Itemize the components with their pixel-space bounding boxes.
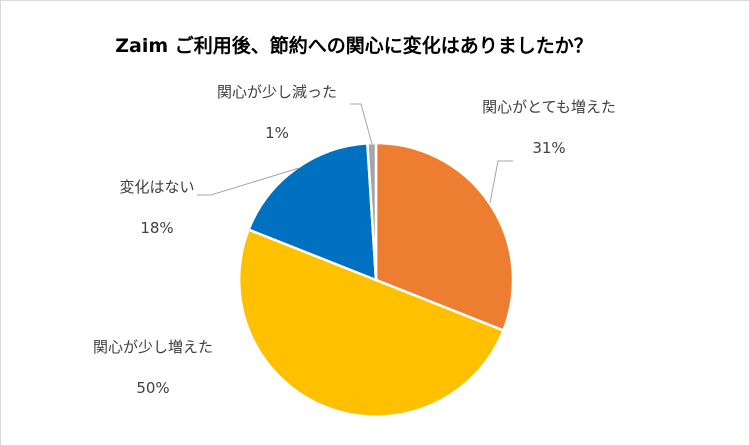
slice-labels: 関心がとても増えた 31% 関心が少し増えた 50% 変化はない 18% 関心が少し減った 1… <box>93 83 616 397</box>
slice-value-label: 50% <box>136 379 169 397</box>
leader-line <box>350 103 373 145</box>
slice-value-label: 1% <box>265 124 289 142</box>
pie-slice <box>374 141 515 332</box>
slice-value-label: 18% <box>140 219 173 237</box>
leader-line <box>197 167 300 196</box>
leader-lines <box>197 103 513 204</box>
pie-slices <box>237 141 515 418</box>
pie-slice <box>237 228 505 418</box>
slice-label: 関心が少し増えた <box>93 338 213 356</box>
chart-title: Zaim ご利用後、節約への関心に変化はありましたか？ <box>115 35 593 57</box>
slice-label: 変化はない <box>119 178 194 196</box>
slice-value-label: 31% <box>532 139 565 157</box>
slice-label: 関心が少し減った <box>217 83 337 101</box>
slice-label: 関心がとても増えた <box>482 98 616 116</box>
leader-line <box>489 160 513 204</box>
